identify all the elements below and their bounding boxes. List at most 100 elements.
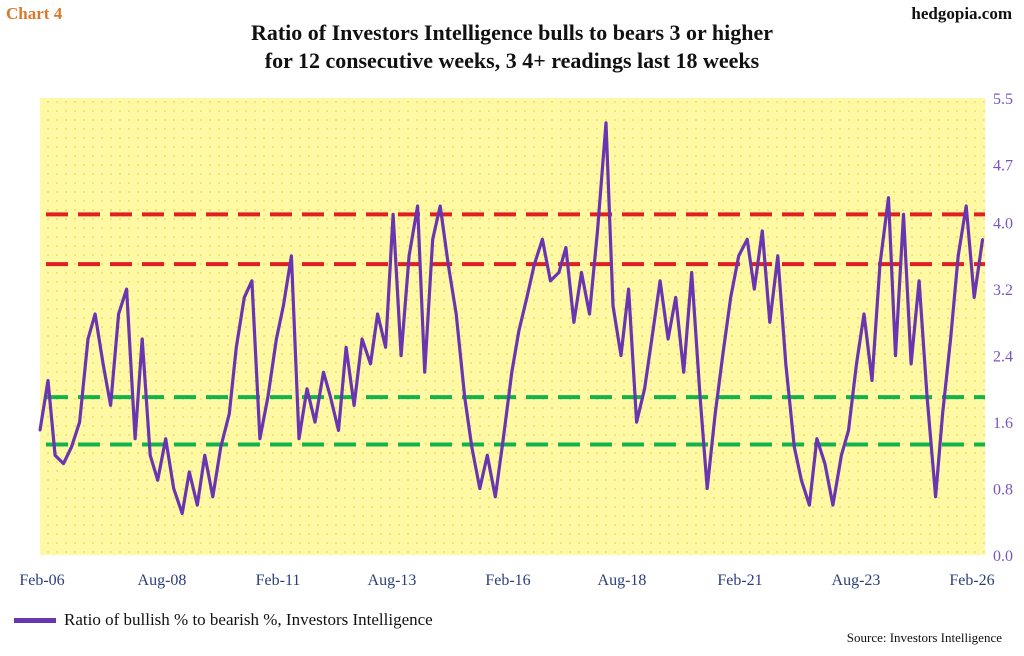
series-point [407,254,411,258]
series-point [784,362,788,366]
series-point [808,503,811,507]
series-point [486,454,489,457]
chart-tag: Chart 4 [6,4,63,23]
series-point [337,429,340,432]
series-point [862,312,866,316]
series-point [188,470,191,474]
y-tick-label: 0.8 [993,482,1013,499]
series-point [793,445,796,449]
series-point [470,445,473,449]
series-point [502,437,505,440]
series-point [934,495,937,499]
series-point [62,462,65,465]
series-point [823,462,827,465]
series-point [250,279,254,282]
series-point [698,395,702,399]
series-point [172,487,175,490]
series-point [964,204,968,208]
series-point [682,371,685,374]
legend: Ratio of bullish % to bearish %, Investo… [14,610,433,630]
series-point [753,287,756,291]
series-point [705,487,709,490]
x-tick-label: Feb-11 [256,572,301,589]
series-point [275,337,278,341]
brand-watermark: hedgopia.com [911,4,1012,23]
x-tick-label: Aug-18 [598,572,647,589]
series-point [211,495,215,499]
series-point [588,312,591,316]
series-point [729,296,732,299]
x-tick-label: Feb-26 [949,572,994,589]
series-point [478,487,481,490]
series-point [463,395,466,399]
series-point [510,371,513,374]
series-point [894,354,897,357]
y-tick-label: 5.5 [993,91,1013,108]
series-point [196,503,199,507]
series-point [611,304,615,307]
series-point [228,412,231,415]
series-point [572,321,576,324]
series-point [981,238,984,241]
series-point [352,404,356,407]
series-point [431,238,434,241]
legend-label: Ratio of bullish % to bearish %, Investo… [64,610,433,629]
series-point [219,445,223,449]
x-tick-label: Feb-16 [485,572,530,589]
series-point [746,238,749,241]
series-point [399,354,403,357]
y-tick-label: 2.4 [993,349,1013,366]
series-point [148,454,152,457]
series-point [78,420,81,424]
series-point [447,262,450,266]
y-tick-label: 4.0 [993,216,1013,233]
series-point [313,420,317,424]
series-point [887,196,890,199]
series-point [651,329,655,332]
series-point [941,412,944,415]
series-point [533,262,536,266]
series-point [391,213,395,216]
series-point [282,304,285,307]
series-point [180,512,184,515]
series-point [258,437,262,440]
series-point [38,429,42,432]
series-point [455,312,458,316]
series-point [635,420,638,424]
y-tick-label: 0.0 [993,548,1013,565]
series-point [658,279,662,282]
series-point [266,395,270,399]
series-point [235,346,238,349]
series-point [344,346,348,349]
series-point [956,254,960,258]
series-point [117,312,120,316]
legend-swatch [14,617,56,623]
series-point [203,454,206,457]
series-point [870,379,874,382]
series-point [101,362,105,366]
series-point [541,238,544,241]
series-point [604,121,608,125]
series-point [53,454,57,457]
series-point [949,337,952,341]
chart-title: Ratio of Investors Intelligence bulls to… [250,20,774,45]
series-point [125,287,128,291]
series-point [643,387,646,391]
series-point [439,204,442,208]
x-tick-label: Aug-23 [832,572,881,589]
series-point [714,412,717,415]
series-point [619,354,623,357]
series-point [93,312,97,316]
y-tick-label: 4.7 [993,157,1013,174]
series-point [290,254,293,258]
series-point [70,445,73,449]
chart-plot: 0.0 0.8 1.6 2.4 3.2 4.0 4.7 5.5 Feb-06 Aug-08 Feb… [19,91,1013,589]
x-tick-label: Aug-13 [368,572,417,589]
series-point [564,246,568,249]
series-point [156,479,159,482]
series-point [815,437,819,440]
series-point [86,337,90,341]
series-point [909,362,913,366]
series-point [721,354,724,357]
series-point [384,346,387,349]
